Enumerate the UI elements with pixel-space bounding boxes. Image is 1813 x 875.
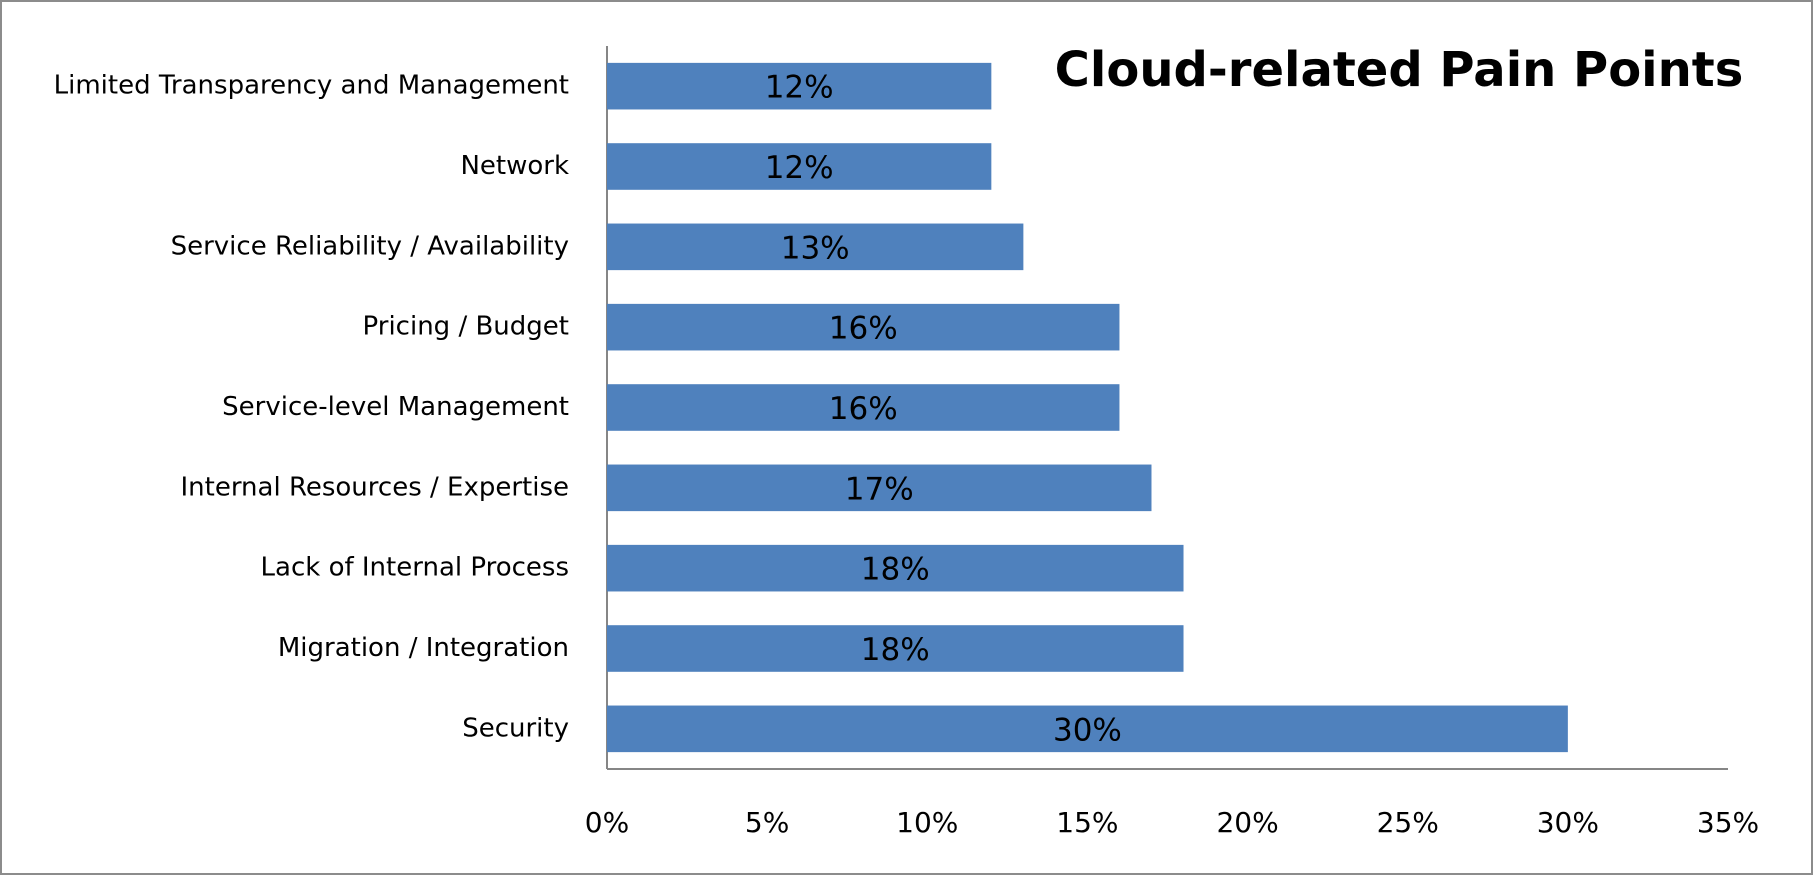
y-tick-label: Network (460, 151, 569, 181)
bar (607, 143, 992, 190)
y-tick-label: Internal Resources / Expertise (180, 472, 569, 502)
y-tick-label: Migration / Integration (278, 633, 569, 663)
x-tick-label: 35% (1697, 806, 1759, 839)
bar (607, 625, 1184, 672)
x-tick-label: 5% (745, 806, 789, 839)
data-label: 18% (861, 632, 930, 668)
x-tick-label: 0% (585, 806, 629, 839)
data-label: 18% (861, 552, 930, 588)
y-tick-label: Lack of Internal Process (261, 553, 569, 583)
data-label: 17% (845, 471, 914, 507)
bar (607, 705, 1568, 753)
y-tick-label: Service Reliability / Availability (171, 231, 569, 261)
x-tick-label: 30% (1537, 806, 1599, 839)
y-tick-label: Security (462, 713, 569, 743)
x-tick-label: 25% (1377, 806, 1439, 839)
y-tick-label: Limited Transparency and Management (54, 71, 569, 101)
bar (607, 303, 1120, 351)
data-label: 30% (1053, 712, 1122, 748)
bar (607, 62, 992, 110)
bar (607, 223, 1024, 271)
bar (607, 544, 1184, 592)
chart-title: Cloud-related Pain Points (1055, 42, 1744, 98)
data-label: 16% (829, 311, 898, 347)
data-label: 16% (829, 391, 898, 427)
bar (607, 384, 1120, 431)
x-tick-label: 20% (1216, 806, 1278, 839)
y-tick-label: Service-level Management (222, 392, 569, 422)
data-label: 13% (781, 230, 850, 266)
x-tick-label: 15% (1056, 806, 1118, 839)
x-tick-label: 10% (896, 806, 958, 839)
data-label: 12% (765, 150, 834, 186)
bar (607, 464, 1152, 512)
y-tick-label: Pricing / Budget (363, 312, 569, 342)
data-label: 12% (765, 70, 834, 106)
